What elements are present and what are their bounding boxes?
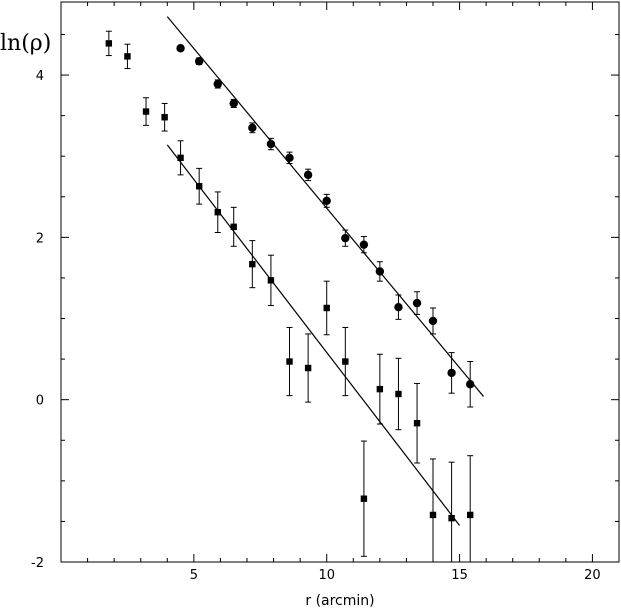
data-point-circle xyxy=(428,316,438,326)
data-point-circle xyxy=(466,380,475,389)
data-point-circle xyxy=(176,44,185,53)
data-point-square xyxy=(429,511,437,519)
axis-ticks: 5 10 15 20 -2 0 2 4 xyxy=(31,2,620,583)
data-point-circle xyxy=(194,57,204,66)
y-axis-label: ln(ρ) xyxy=(0,31,51,56)
data-point-square xyxy=(142,108,150,115)
data-point-circle xyxy=(375,267,385,276)
y-tick-label: 2 xyxy=(36,231,44,246)
data-point-square xyxy=(448,514,455,522)
data-point-circle xyxy=(341,233,350,243)
data-point-circle xyxy=(412,298,422,308)
data-point-square xyxy=(467,511,474,519)
data-point-square xyxy=(161,114,168,121)
data-point-circle xyxy=(394,302,403,312)
x-tick-label: 10 xyxy=(318,568,335,583)
data-point-square xyxy=(342,358,349,365)
data-point-circle xyxy=(248,123,257,132)
x-tick-label: 15 xyxy=(451,568,468,583)
data-point-square xyxy=(376,385,384,393)
data-points xyxy=(105,40,475,522)
x-tick-label: 5 xyxy=(190,568,198,583)
data-point-circle xyxy=(229,99,238,108)
data-point-square xyxy=(105,40,113,47)
data-point-circle xyxy=(266,139,276,149)
y-tick-label: 0 xyxy=(36,394,44,409)
error-bars xyxy=(105,30,474,562)
fit-line xyxy=(166,144,461,526)
data-point-square xyxy=(395,390,402,398)
data-point-square xyxy=(413,420,421,427)
data-point-square xyxy=(360,495,368,502)
data-point-circle xyxy=(213,79,222,89)
plot-frame xyxy=(60,1,620,563)
data-point-square xyxy=(323,304,330,312)
y-tick-label: 4 xyxy=(36,69,44,84)
data-point-square xyxy=(304,364,312,372)
x-tick-label: 20 xyxy=(584,568,601,583)
y-tick-label: -2 xyxy=(31,556,44,571)
data-point-square xyxy=(249,260,256,268)
data-point-circle xyxy=(303,170,313,180)
data-point-square xyxy=(124,53,131,60)
data-point-square xyxy=(286,358,293,365)
data-point-square xyxy=(177,154,184,162)
data-point-circle xyxy=(322,196,331,206)
data-point-circle xyxy=(285,153,294,163)
data-point-square xyxy=(214,209,221,216)
data-point-square xyxy=(195,183,203,190)
fit-lines xyxy=(166,16,484,526)
x-axis-label: r (arcmin) xyxy=(305,593,374,609)
data-point-square xyxy=(230,223,237,231)
data-point-circle xyxy=(447,368,456,378)
data-point-square xyxy=(267,277,275,284)
data-point-circle xyxy=(359,240,369,249)
